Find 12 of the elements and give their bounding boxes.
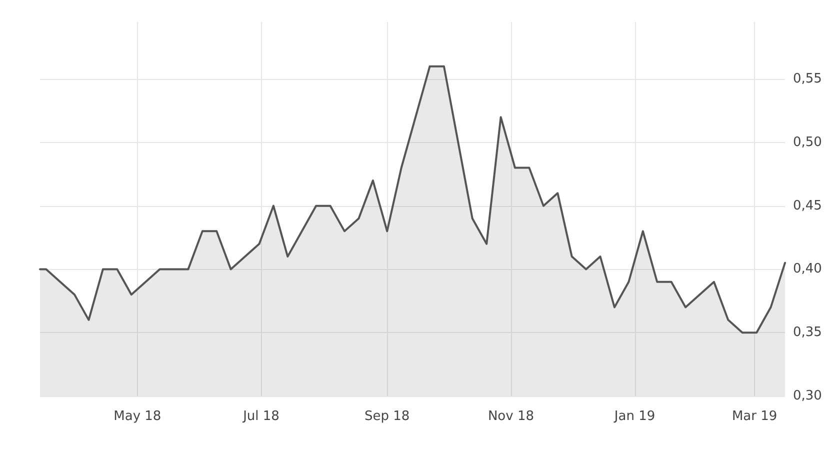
- x-tick-label: Nov 18: [488, 409, 534, 424]
- y-tick-label: 0,50: [793, 134, 822, 150]
- x-tick-label: Sep 18: [364, 409, 410, 424]
- x-tick-label: Jul 18: [242, 409, 280, 424]
- y-tick-label: 0,30: [793, 388, 822, 404]
- y-tick-label: 0,40: [793, 262, 822, 277]
- y-tick-label: 0,55: [793, 72, 822, 87]
- x-tick-label: Jan 19: [613, 409, 656, 424]
- y-tick-label: 0,35: [793, 325, 822, 340]
- y-tick-label: 0,45: [793, 198, 822, 214]
- x-tick-label: May 18: [114, 409, 162, 424]
- x-tick-label: Mar 19: [732, 409, 778, 424]
